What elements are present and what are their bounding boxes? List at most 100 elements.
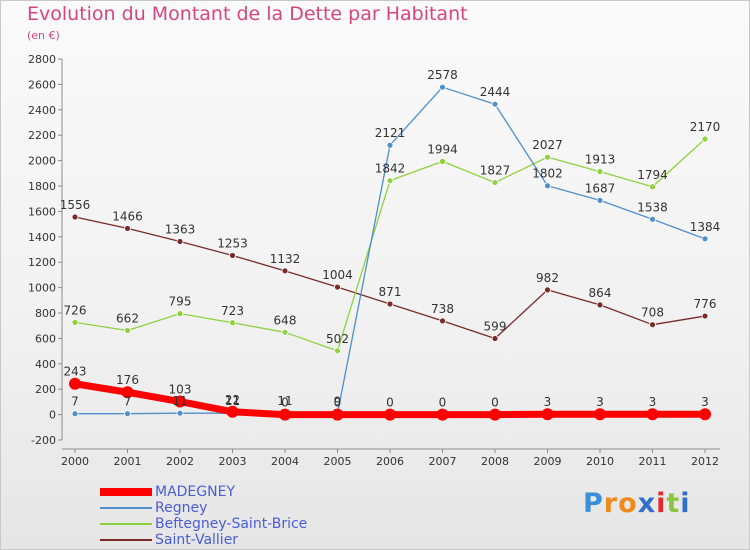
data-point (541, 408, 554, 421)
logo-letter: i (680, 488, 691, 519)
y-minor-tick (61, 70, 63, 73)
series-beftegney-saint-brice (71, 135, 709, 355)
y-tick-label: 200 (35, 383, 56, 396)
data-point (491, 100, 499, 108)
data-label: 982 (536, 271, 559, 285)
y-minor-tick (61, 172, 63, 175)
data-point (596, 168, 604, 176)
data-point (436, 408, 449, 421)
data-label: 1132 (270, 252, 301, 266)
data-label: 1842 (375, 162, 406, 176)
data-label: 1802 (532, 167, 563, 181)
data-label: 726 (64, 303, 87, 317)
data-label: 1827 (480, 164, 511, 178)
logo-letter: P (583, 488, 604, 519)
data-label: 662 (116, 312, 139, 326)
data-point (124, 327, 131, 334)
data-label: 243 (64, 365, 87, 379)
y-tick-label: 0 (49, 409, 56, 422)
series-madegney (69, 377, 711, 421)
data-label: 0 (334, 396, 342, 410)
legend-label: Saint-Vallier (155, 532, 239, 548)
data-labels-madegney: 243 176 103 22 0 0 0 0 0 3 3 3 3 (64, 365, 709, 410)
data-point (491, 335, 499, 342)
x-tick-label: 2009 (534, 455, 562, 468)
data-point (281, 328, 289, 336)
data-point (331, 408, 344, 421)
data-point (176, 409, 184, 417)
data-label: 3 (596, 395, 604, 409)
data-label: 864 (589, 286, 612, 300)
data-point (384, 408, 396, 421)
x-tick-label: 2006 (376, 455, 404, 468)
data-point (439, 317, 446, 325)
y-minor-tick (61, 401, 63, 403)
data-point (71, 318, 79, 326)
data-label: 723 (221, 304, 244, 318)
data-point (439, 83, 446, 91)
logo-letter: t (666, 488, 681, 519)
x-tick-label: 2004 (271, 455, 299, 468)
data-point (386, 300, 394, 308)
y-tick-label: 1600 (28, 205, 56, 218)
legend-label: Regney (155, 500, 208, 516)
data-point (281, 267, 289, 275)
data-point (439, 157, 446, 165)
x-tick-label: 2010 (586, 455, 614, 468)
data-point (544, 182, 551, 190)
data-label: 2578 (427, 68, 458, 82)
x-tick-label: 2001 (114, 455, 142, 468)
data-point (121, 386, 134, 399)
data-labels-regney: 7 7 11 11 11 9 2121 2578 2444 1802 1687 1538 1384 (71, 68, 720, 409)
data-point (491, 179, 499, 186)
data-label: 648 (274, 313, 297, 327)
data-point (69, 377, 81, 390)
data-point (176, 310, 184, 318)
y-tick-label: 400 (35, 358, 56, 371)
data-point (596, 301, 604, 309)
data-label: 3 (544, 395, 552, 409)
data-point (229, 252, 236, 259)
data-label: 0 (491, 396, 499, 410)
data-point (124, 410, 131, 418)
y-minor-tick (61, 375, 63, 378)
logo-letter: r (603, 488, 619, 519)
data-label: 103 (169, 383, 192, 397)
y-tick-label: 2400 (28, 104, 56, 117)
data-point (596, 196, 604, 204)
data-point (176, 238, 184, 245)
y-tick-label: 1200 (28, 256, 56, 269)
data-label: 1466 (112, 209, 143, 223)
data-label: 11 (172, 394, 187, 408)
x-tick-label: 2003 (219, 455, 247, 468)
data-label: 776 (694, 297, 717, 311)
data-label: 1538 (637, 200, 668, 214)
data-label: 1384 (690, 220, 721, 234)
data-point (229, 319, 236, 327)
data-point (544, 153, 551, 161)
data-point (701, 312, 709, 320)
y-minor-tick (61, 147, 63, 149)
legend-label: Beftegney-Saint-Brice (155, 516, 308, 532)
series-saint-vallier (71, 213, 709, 342)
data-point (386, 141, 394, 149)
chart-subtitle: (en €) (27, 29, 60, 42)
data-label: 3 (649, 395, 657, 409)
y-tick-label: 600 (35, 332, 56, 345)
logo-letter: x (637, 488, 657, 519)
data-label: 2121 (375, 126, 406, 140)
logo-letter: i (656, 488, 667, 519)
y-minor-tick (61, 274, 63, 276)
data-label: 1794 (637, 168, 668, 182)
data-point (334, 283, 341, 291)
x-tick-label: 2008 (481, 455, 509, 468)
data-label: 1913 (585, 153, 616, 167)
y-minor-tick (61, 121, 63, 124)
y-tick-label: 2800 (28, 53, 56, 66)
data-label: 2027 (532, 138, 563, 152)
data-label: 795 (169, 295, 192, 309)
y-minor-tick (61, 223, 63, 225)
data-label: 1004 (322, 268, 353, 282)
